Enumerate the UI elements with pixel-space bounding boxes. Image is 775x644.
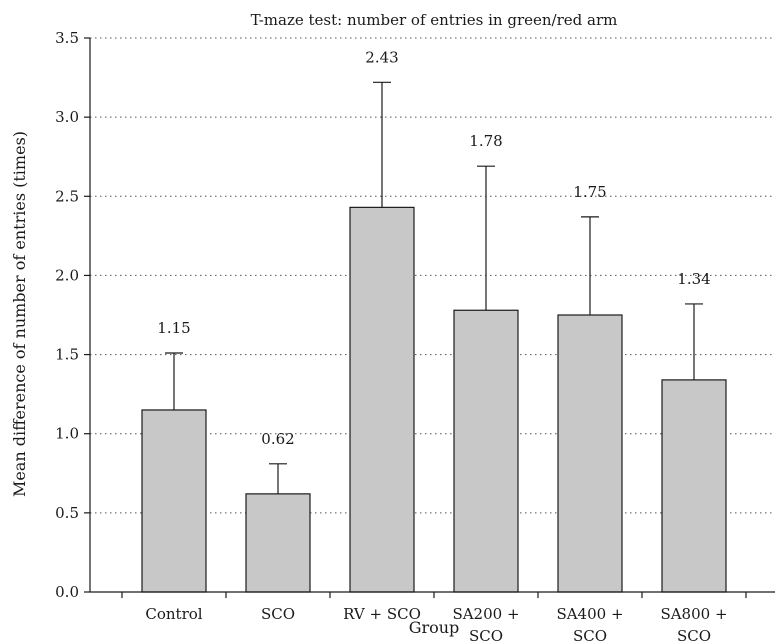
- bar: [557, 314, 623, 593]
- bar: [661, 379, 727, 593]
- labels: 0.0 0.5 1.0 1.5 2.0 2.5 3.0 3.5 1.15 Control 0.62 S…: [55, 29, 727, 644]
- data-label: 1.75: [573, 183, 606, 201]
- bars: [141, 81, 727, 593]
- x-tick-label-line: SCO: [573, 627, 607, 644]
- y-tick-label: 1.0: [55, 425, 79, 443]
- gridlines: [90, 37, 775, 514]
- x-tick-label-line: SA200 +: [452, 605, 519, 623]
- y-tick-label: 1.5: [55, 346, 79, 364]
- data-label: 1.78: [469, 132, 502, 150]
- data-label: 1.34: [677, 270, 710, 288]
- y-tick-label: 0.5: [55, 504, 79, 522]
- x-tick-label: SCO: [261, 605, 295, 623]
- bar: [349, 206, 415, 593]
- x-tick-label-line: Control: [145, 605, 202, 623]
- x-tick-label-line: SCO: [677, 627, 711, 644]
- data-label: 2.43: [365, 48, 398, 66]
- x-tick-label: Control: [145, 605, 202, 623]
- x-tick-label: RV + SCO: [343, 605, 421, 623]
- bar: [141, 409, 207, 593]
- x-tick-label-line: SCO: [469, 627, 503, 644]
- x-tick-label-line: SA400 +: [556, 605, 623, 623]
- x-tick-label: SA200 + SCO: [452, 605, 519, 644]
- data-label: 0.62: [261, 430, 294, 448]
- y-tick-label: 3.0: [55, 108, 79, 126]
- data-label: 1.15: [157, 319, 190, 337]
- y-tick-label: 2.0: [55, 266, 79, 284]
- bar: [245, 493, 311, 593]
- x-tick-label-line: RV + SCO: [343, 605, 421, 623]
- x-tick-label-line: SCO: [261, 605, 295, 623]
- y-tick-label: 3.5: [55, 29, 79, 47]
- axes: [84, 37, 775, 598]
- y-tick-label: 2.5: [55, 187, 79, 205]
- bar: [453, 309, 519, 593]
- y-axis-title: Mean difference of number of entries (ti…: [10, 131, 29, 497]
- x-tick-label-line: SA800 +: [660, 605, 727, 623]
- x-tick-label: SA800 + SCO: [660, 605, 727, 644]
- x-axis-title: Group: [409, 618, 460, 637]
- x-tick-label: SA400 + SCO: [556, 605, 623, 644]
- y-tick-label: 0.0: [55, 583, 79, 601]
- chart-title: T-maze test: number of entries in green/…: [251, 11, 618, 29]
